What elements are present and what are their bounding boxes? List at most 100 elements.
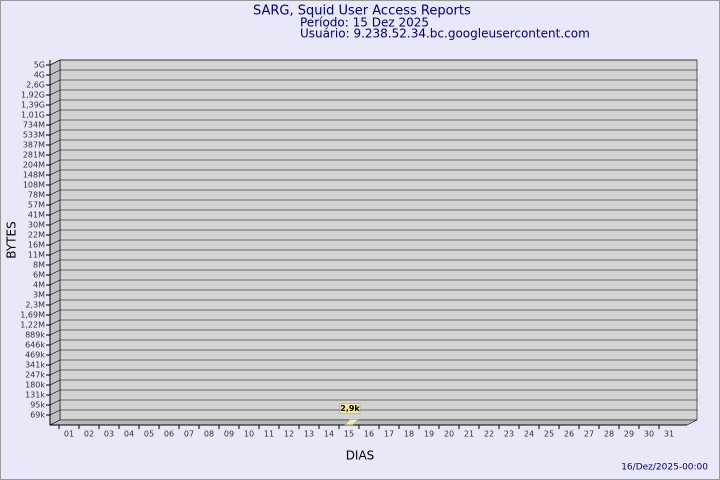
x-tick-label: 03 — [104, 430, 114, 439]
grid-line — [49, 89, 61, 96]
grid-line — [49, 59, 61, 66]
grid-line — [49, 339, 61, 346]
grid-line — [49, 279, 61, 286]
grid-line — [49, 409, 61, 416]
grid-line — [49, 109, 61, 116]
bar-top — [344, 419, 359, 425]
grid-line — [49, 399, 61, 406]
x-tick-label: 16 — [364, 430, 374, 439]
grid-line — [49, 239, 61, 246]
x-axis-label: DIAS — [346, 449, 375, 463]
x-tick-label: 15 — [344, 430, 354, 439]
y-tick-label: 6M — [33, 271, 45, 280]
grid-line — [49, 379, 61, 386]
y-tick-label: 646k — [25, 341, 45, 350]
y-tick-label: 1,39G — [21, 101, 45, 110]
y-tick-label: 131k — [25, 391, 45, 400]
grid-line — [49, 229, 61, 236]
floor — [49, 419, 698, 426]
x-tick-label: 18 — [404, 430, 414, 439]
y-tick-label: 1,01G — [21, 111, 45, 120]
grid-line — [49, 359, 61, 366]
y-tick-label: 95k — [30, 401, 45, 410]
grid-line — [49, 389, 61, 396]
y-tick-label: 16M — [28, 241, 45, 250]
x-tick-label: 24 — [524, 430, 534, 439]
y-tick-label: 469k — [25, 351, 45, 360]
grid-line — [49, 119, 61, 126]
y-tick-label: 57M — [28, 201, 45, 210]
x-tick-label: 07 — [184, 430, 194, 439]
x-tick-label: 28 — [604, 430, 614, 439]
y-tick-label: 108M — [23, 181, 45, 190]
y-tick-label: 341k — [25, 361, 45, 370]
value-label-box — [339, 403, 361, 414]
x-tick-label: 27 — [584, 430, 594, 439]
y-tick-label: 1,69M — [20, 311, 45, 320]
y-tick-label: 533M — [23, 131, 45, 140]
grid-line — [49, 169, 61, 176]
y-tick-label: 247k — [25, 371, 45, 380]
x-tick-label: 25 — [544, 430, 554, 439]
y-tick-label: 22M — [28, 231, 45, 240]
grid-line — [49, 309, 61, 316]
grid-line — [49, 69, 61, 76]
grid-line — [49, 249, 61, 256]
y-tick-label: 148M — [23, 171, 45, 180]
y-tick-label: 41M — [28, 211, 45, 220]
x-tick-label: 22 — [484, 430, 494, 439]
y-tick-label: 2,6G — [26, 81, 45, 90]
x-tick-label: 31 — [664, 430, 674, 439]
grid-line — [49, 329, 61, 336]
y-tick-label: 387M — [23, 141, 45, 150]
y-tick-label: 204M — [23, 161, 45, 170]
grid-line — [49, 179, 61, 186]
x-tick-label: 17 — [384, 430, 394, 439]
x-tick-label: 12 — [284, 430, 294, 439]
y-tick-label: 180k — [25, 381, 45, 390]
x-tick-label: 29 — [624, 430, 634, 439]
x-tick-label: 30 — [644, 430, 654, 439]
grid-line — [49, 199, 61, 206]
x-tick-label: 14 — [324, 430, 334, 439]
grid-line — [49, 349, 61, 356]
y-tick-label: 69k — [30, 411, 45, 420]
x-tick-label: 04 — [124, 430, 134, 439]
x-tick-label: 13 — [304, 430, 314, 439]
y-tick-label: 78M — [28, 191, 45, 200]
x-tick-label: 11 — [264, 430, 274, 439]
x-tick-label: 10 — [244, 430, 254, 439]
grid-line — [49, 259, 61, 266]
grid-line — [49, 99, 61, 106]
x-tick-label: 20 — [444, 430, 454, 439]
x-tick-label: 09 — [224, 430, 234, 439]
x-tick-label: 26 — [564, 430, 574, 439]
y-tick-label: 734M — [23, 121, 45, 130]
y-tick-label: 5G — [34, 61, 45, 70]
grid-line — [49, 149, 61, 156]
y-tick-label: 4M — [33, 281, 45, 290]
y-tick-label: 8M — [33, 261, 45, 270]
x-tick-label: 02 — [84, 430, 94, 439]
x-tick-label: 21 — [464, 430, 474, 439]
grid-line — [49, 129, 61, 136]
x-tick-label: 23 — [504, 430, 514, 439]
y-tick-label: 3M — [33, 291, 45, 300]
footer: 16/Dez/2025-00:00 — [621, 463, 708, 473]
y-tick-label: 1,92G — [21, 91, 45, 100]
y-tick-label: 30M — [28, 221, 45, 230]
grid-line — [49, 159, 61, 166]
x-tick-label: 05 — [144, 430, 154, 439]
grid-line — [49, 189, 61, 196]
grid-line — [49, 269, 61, 276]
chart-title: SARG, Squid User Access Reports — [253, 4, 471, 19]
chart-subtitle: Período: 15 Dez 2025 — [300, 16, 429, 30]
grid-line — [49, 369, 61, 376]
x-tick-label: 01 — [64, 430, 74, 439]
user-label: Usuário: 9.238.52.34.bc.googleuserconten… — [300, 27, 590, 41]
grid-line — [49, 139, 61, 146]
grid-line — [49, 289, 61, 296]
y-tick-label: 281M — [23, 151, 45, 160]
x-tick-label: 19 — [424, 430, 434, 439]
